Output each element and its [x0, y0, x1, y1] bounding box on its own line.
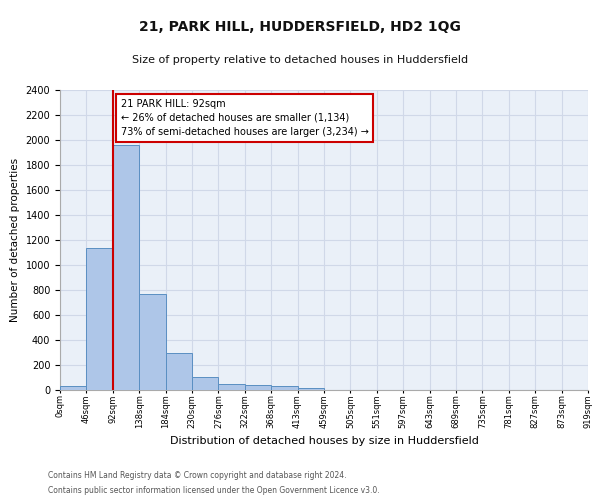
- Bar: [192, 377, 218, 390]
- Bar: [86, 248, 113, 390]
- Bar: [60, 386, 86, 390]
- Bar: [245, 385, 271, 390]
- Y-axis label: Number of detached properties: Number of detached properties: [10, 158, 20, 322]
- Bar: [298, 388, 324, 390]
- Bar: [271, 386, 298, 390]
- Bar: [113, 145, 139, 390]
- Bar: [139, 294, 166, 390]
- Text: 21, PARK HILL, HUDDERSFIELD, HD2 1QG: 21, PARK HILL, HUDDERSFIELD, HD2 1QG: [139, 20, 461, 34]
- Text: Contains public sector information licensed under the Open Government Licence v3: Contains public sector information licen…: [48, 486, 380, 495]
- X-axis label: Distribution of detached houses by size in Huddersfield: Distribution of detached houses by size …: [170, 436, 478, 446]
- Bar: [166, 352, 192, 390]
- Bar: [218, 384, 245, 390]
- Text: Contains HM Land Registry data © Crown copyright and database right 2024.: Contains HM Land Registry data © Crown c…: [48, 471, 347, 480]
- Text: 21 PARK HILL: 92sqm
← 26% of detached houses are smaller (1,134)
73% of semi-det: 21 PARK HILL: 92sqm ← 26% of detached ho…: [121, 99, 368, 136]
- Text: Size of property relative to detached houses in Huddersfield: Size of property relative to detached ho…: [132, 55, 468, 65]
